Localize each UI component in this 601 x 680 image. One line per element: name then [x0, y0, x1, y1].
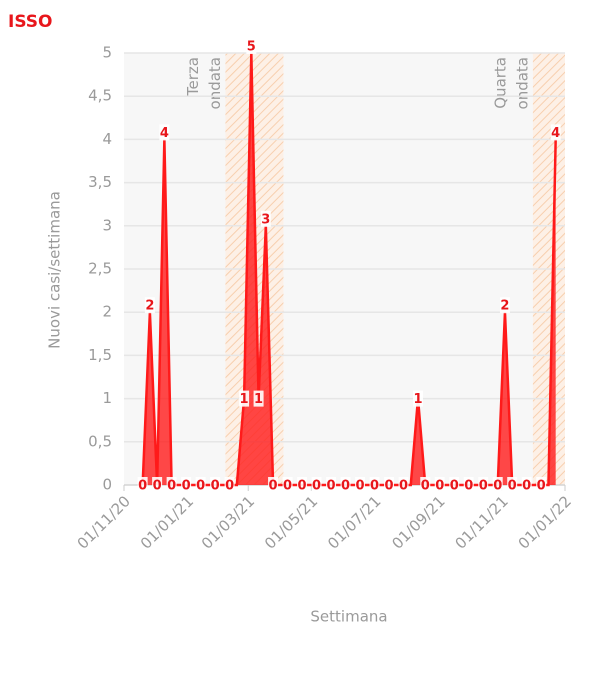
x-tick-label: 01/11/20: [74, 492, 134, 552]
y-tick-label: 1: [102, 389, 112, 407]
y-tick-label: 2: [102, 303, 112, 321]
x-tick-label: 01/07/21: [324, 492, 384, 552]
value-label: 0: [464, 479, 473, 494]
value-label: 0: [167, 479, 176, 494]
band-label: Terza: [184, 57, 202, 97]
value-label: 0: [493, 479, 502, 494]
x-tick-label: 01/09/21: [388, 492, 448, 552]
value-label-bg: [159, 124, 170, 141]
value-label-bg: [268, 477, 279, 493]
value-label-bg: [507, 477, 518, 493]
y-tick-label: 0,5: [88, 432, 112, 450]
y-tick-label: 3: [102, 216, 112, 234]
value-label: 0: [479, 479, 488, 494]
value-label-bg: [521, 477, 532, 493]
value-label-bg: [166, 477, 177, 493]
value-label-bg: [492, 477, 503, 493]
value-label-bg: [195, 477, 206, 493]
value-label: 0: [225, 479, 234, 494]
value-label-bg: [311, 477, 322, 493]
band-label: ondata: [206, 57, 224, 109]
value-label-bg: [449, 477, 460, 493]
y-tick-label: 4: [102, 130, 112, 148]
value-label: 1: [254, 392, 263, 407]
value-label: 0: [384, 479, 393, 494]
x-tick-label: 01/11/21: [451, 492, 511, 552]
value-label-bg: [152, 477, 163, 493]
value-label: 3: [261, 212, 270, 227]
value-label: 0: [537, 479, 546, 494]
value-label-bg: [246, 38, 257, 54]
y-tick-label: 2,5: [88, 260, 112, 278]
x-tick-label: 01/01/22: [515, 492, 575, 552]
value-label-bg: [420, 477, 431, 493]
value-label: 0: [450, 479, 459, 494]
value-label-bg: [224, 477, 235, 493]
value-label: 0: [283, 479, 292, 494]
y-axis-label: Nuovi casi/settimana: [46, 191, 64, 349]
value-label: 0: [508, 479, 517, 494]
value-label: 0: [153, 479, 162, 494]
y-tick-label: 4,5: [88, 87, 112, 105]
value-label-bg: [282, 477, 293, 493]
value-label: 1: [240, 392, 249, 407]
value-label: 0: [341, 479, 350, 494]
value-label-bg: [413, 390, 423, 407]
value-label: 0: [327, 479, 336, 494]
value-label-bg: [297, 477, 308, 493]
value-label: 2: [145, 299, 154, 314]
value-label-bg: [137, 477, 148, 493]
x-tick-label: 01/01/21: [137, 492, 197, 552]
value-label: 4: [160, 126, 169, 141]
value-label: 0: [138, 479, 147, 494]
value-label-bg: [536, 477, 547, 493]
x-tick-label: 01/03/21: [198, 492, 258, 552]
y-tick-label: 0: [102, 476, 112, 494]
value-label-bg: [398, 477, 409, 493]
x-tick-label: 01/05/21: [261, 492, 321, 552]
value-label-bg: [326, 477, 337, 493]
value-label: 0: [356, 479, 365, 494]
chart-title: ISSO: [8, 12, 53, 32]
value-label: 0: [182, 479, 191, 494]
value-label-bg: [253, 390, 264, 407]
value-label: 1: [413, 392, 422, 407]
value-label-bg: [369, 477, 380, 493]
band-label: Quarta: [491, 57, 509, 109]
band-label: ondata: [513, 57, 531, 109]
x-axis-label: Settimana: [310, 608, 387, 626]
value-label-bg: [384, 477, 395, 493]
value-label: 0: [370, 479, 379, 494]
value-label-bg: [355, 477, 366, 493]
value-label: 0: [269, 479, 278, 494]
value-label: 0: [399, 479, 408, 494]
value-label-bg: [260, 210, 271, 227]
value-label: 0: [522, 479, 531, 494]
area: [142, 53, 556, 485]
value-label: 5: [247, 40, 256, 55]
value-label: 4: [551, 126, 560, 141]
value-label-bg: [478, 477, 489, 493]
value-label-bg: [144, 297, 155, 314]
value-label-bg: [550, 124, 561, 141]
value-label-bg: [434, 477, 445, 493]
value-label: 0: [312, 479, 321, 494]
value-label-bg: [340, 477, 351, 493]
value-label: 0: [211, 479, 220, 494]
y-tick-label: 1,5: [88, 346, 112, 364]
value-label-bg: [181, 477, 192, 493]
value-label-bg: [499, 297, 510, 314]
value-label-bg: [210, 477, 221, 493]
value-label: 0: [298, 479, 307, 494]
value-label: 2: [500, 299, 509, 314]
value-label: 0: [421, 479, 430, 494]
value-label: 0: [435, 479, 444, 494]
value-label-bg: [239, 390, 250, 407]
value-label-bg: [463, 477, 474, 493]
y-tick-label: 5: [102, 44, 112, 62]
value-label: 0: [196, 479, 205, 494]
y-tick-label: 3,5: [88, 173, 112, 191]
